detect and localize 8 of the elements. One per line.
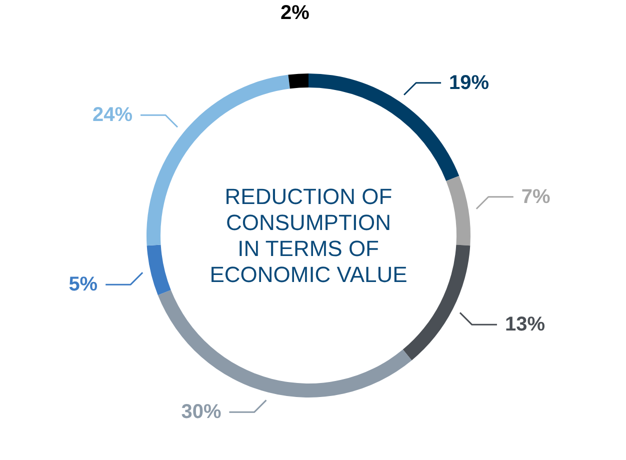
data-label: 13% bbox=[504, 314, 546, 336]
data-label: 2% bbox=[280, 2, 310, 24]
text: REDUCTION OF CONSUMPTION IN TERMS OF ECONOMIC VALUE bbox=[210, 184, 408, 287]
data-label: 30% bbox=[181, 401, 222, 424]
data-label: 5% bbox=[68, 274, 98, 296]
data-label: 24% bbox=[92, 104, 133, 126]
data-label: 19% bbox=[449, 72, 490, 94]
data-label: 7% bbox=[521, 186, 551, 208]
